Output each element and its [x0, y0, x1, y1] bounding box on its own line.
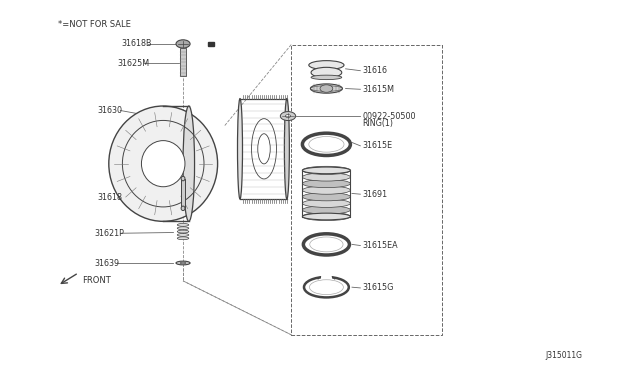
- Ellipse shape: [302, 212, 351, 221]
- Bar: [321, 273, 332, 279]
- Text: *=NOT FOR SALE: *=NOT FOR SALE: [58, 20, 131, 29]
- Text: 31630: 31630: [98, 106, 123, 115]
- Text: 31621P: 31621P: [95, 229, 125, 238]
- Circle shape: [320, 85, 333, 92]
- Text: 00922-50500: 00922-50500: [362, 112, 416, 121]
- Ellipse shape: [141, 141, 185, 187]
- Bar: [180, 48, 186, 76]
- Ellipse shape: [302, 193, 351, 201]
- Ellipse shape: [310, 84, 342, 93]
- Ellipse shape: [181, 206, 185, 211]
- Ellipse shape: [302, 173, 351, 181]
- Ellipse shape: [176, 261, 190, 265]
- Ellipse shape: [302, 179, 351, 187]
- Ellipse shape: [284, 99, 289, 199]
- Bar: [291, 45, 442, 335]
- Ellipse shape: [109, 106, 218, 221]
- Circle shape: [176, 40, 190, 48]
- Text: 31618B: 31618B: [122, 39, 152, 48]
- Ellipse shape: [183, 106, 195, 221]
- Ellipse shape: [177, 234, 189, 236]
- Ellipse shape: [181, 176, 185, 181]
- Ellipse shape: [302, 166, 351, 174]
- Circle shape: [285, 115, 291, 118]
- Text: J315011G: J315011G: [545, 351, 582, 360]
- Text: 31625M: 31625M: [117, 59, 149, 68]
- Text: 31615G: 31615G: [362, 283, 394, 292]
- Ellipse shape: [302, 167, 351, 174]
- Ellipse shape: [237, 99, 243, 199]
- Ellipse shape: [177, 230, 189, 233]
- Ellipse shape: [310, 280, 343, 295]
- Ellipse shape: [177, 224, 189, 226]
- Ellipse shape: [308, 61, 344, 70]
- Ellipse shape: [302, 206, 351, 214]
- Text: 31615M: 31615M: [362, 85, 394, 94]
- Ellipse shape: [177, 227, 189, 230]
- Bar: [181, 179, 185, 208]
- Text: 31615EA: 31615EA: [362, 241, 398, 250]
- Text: 31618: 31618: [98, 193, 123, 202]
- Ellipse shape: [311, 75, 342, 80]
- Ellipse shape: [310, 237, 343, 252]
- Ellipse shape: [311, 67, 342, 78]
- Ellipse shape: [302, 186, 351, 194]
- Ellipse shape: [308, 137, 344, 152]
- Ellipse shape: [302, 199, 351, 208]
- Text: 31616: 31616: [362, 66, 387, 75]
- Text: RING(1): RING(1): [362, 119, 393, 128]
- Ellipse shape: [258, 134, 270, 164]
- Ellipse shape: [180, 262, 186, 264]
- Text: 31615E: 31615E: [362, 141, 392, 150]
- Text: 31639: 31639: [95, 259, 120, 267]
- Text: FRONT: FRONT: [82, 276, 111, 285]
- Ellipse shape: [177, 237, 189, 240]
- Bar: [208, 42, 214, 46]
- Text: 31691: 31691: [362, 190, 387, 199]
- Circle shape: [280, 112, 296, 121]
- Ellipse shape: [302, 213, 351, 220]
